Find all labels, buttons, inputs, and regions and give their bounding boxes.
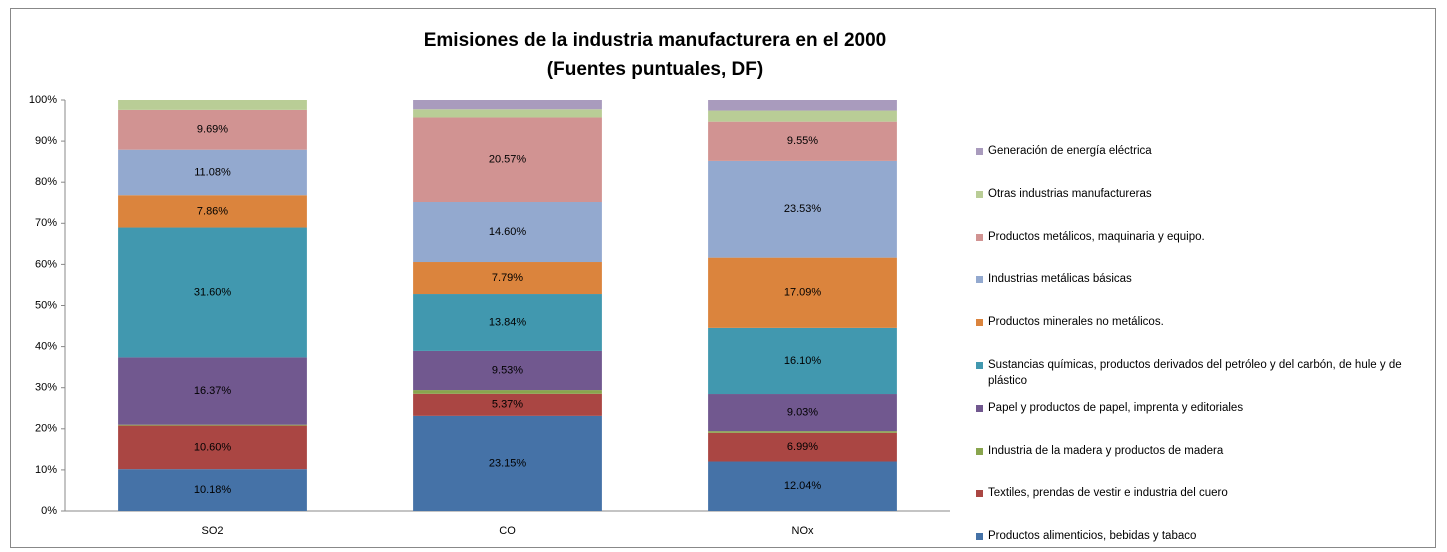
bar-segment xyxy=(413,117,602,203)
legend-label: Industrias metálicas básicas xyxy=(988,273,1132,286)
bar-segment xyxy=(708,394,897,432)
data-label: 31.60% xyxy=(194,286,232,298)
bar-segment xyxy=(118,424,307,426)
legend-swatch xyxy=(976,148,983,155)
data-label: 11.08% xyxy=(194,166,231,178)
y-tick-label: 90% xyxy=(35,135,57,147)
chart-title: Emisiones de la industria manufacturera … xyxy=(424,30,887,51)
data-label: 16.37% xyxy=(194,385,232,397)
legend-swatch xyxy=(976,404,983,412)
data-label: 7.79% xyxy=(492,272,523,284)
bar-segment xyxy=(118,469,307,511)
y-tick-label: 60% xyxy=(35,258,57,270)
y-tick-label: 80% xyxy=(35,176,57,188)
y-tick-label: 30% xyxy=(35,382,57,394)
y-tick-label: 100% xyxy=(29,94,57,106)
data-label: 9.53% xyxy=(492,364,523,376)
y-tick-label: 20% xyxy=(35,423,57,435)
data-label: 12.04% xyxy=(784,480,822,492)
data-label: 6.99% xyxy=(787,441,818,453)
data-label: 23.53% xyxy=(784,203,822,215)
bar-segment xyxy=(413,262,602,295)
legend-label: Otras industrias manufactureras xyxy=(988,187,1152,200)
y-tick-label: 40% xyxy=(35,341,57,353)
y-tick-label: 10% xyxy=(35,464,57,476)
legend-label: Textiles, prendas de vestir e industria … xyxy=(988,487,1228,500)
bar-segment xyxy=(708,110,897,122)
legend-swatch xyxy=(976,447,983,455)
data-label: 7.86% xyxy=(197,205,228,217)
legend-label: Productos alimenticios, bebidas y tabaco xyxy=(988,530,1197,543)
bar-segment xyxy=(118,109,307,150)
bar-segment xyxy=(413,109,602,118)
y-tick-label: 70% xyxy=(35,217,57,229)
legend-swatch xyxy=(976,233,983,241)
legend-label: Productos minerales no metálicos. xyxy=(988,316,1164,329)
bar-segment xyxy=(118,425,307,470)
data-label: 9.03% xyxy=(787,406,818,418)
x-tick-label: SO2 xyxy=(201,525,223,537)
bar-segment xyxy=(118,195,307,228)
bar-segment xyxy=(118,149,307,196)
bar-segment xyxy=(118,100,307,110)
bar-segment xyxy=(708,257,897,328)
bar-segment xyxy=(708,121,897,161)
data-label: 17.09% xyxy=(784,287,822,299)
bar-segment xyxy=(708,432,897,462)
bar-segment xyxy=(413,390,602,394)
legend-label: Papel y productos de papel, imprenta y e… xyxy=(988,401,1244,414)
legend-swatch xyxy=(976,319,983,327)
bar-segment xyxy=(118,357,307,425)
bar-segment xyxy=(708,431,897,433)
legend-label: Generación de energía eléctrica xyxy=(988,145,1152,157)
data-label: 20.57% xyxy=(489,154,527,166)
bar-segment xyxy=(413,393,602,416)
bar-segment xyxy=(413,415,602,511)
legend-label: Sustancias químicas, productos derivados… xyxy=(988,359,1402,387)
bar-segment xyxy=(413,100,602,110)
legend-swatch xyxy=(976,190,983,198)
data-label: 10.60% xyxy=(194,441,232,453)
legend-swatch xyxy=(976,490,983,498)
x-tick-label: CO xyxy=(499,525,516,537)
bar-segment xyxy=(413,294,602,351)
y-tick-label: 50% xyxy=(35,299,57,311)
data-label: 14.60% xyxy=(489,226,527,238)
bar-segment xyxy=(413,350,602,391)
data-label: 9.69% xyxy=(197,124,228,136)
data-label: 16.10% xyxy=(784,355,822,367)
bar-segment xyxy=(413,202,602,263)
legend-swatch xyxy=(976,276,983,284)
y-tick-label: 0% xyxy=(41,505,57,517)
x-tick-label: NOx xyxy=(792,525,815,537)
bar-segment xyxy=(708,100,897,111)
chart-subtitle: (Fuentes puntuales, DF) xyxy=(547,59,763,80)
legend-swatch xyxy=(976,533,983,541)
bar-segment xyxy=(708,327,897,395)
legend-label: Productos metálicos, maquinaria y equipo… xyxy=(988,230,1205,243)
legend-label: Industria de la madera y productos de ma… xyxy=(988,444,1224,457)
legend-swatch xyxy=(976,362,983,369)
data-label: 13.84% xyxy=(489,316,527,328)
bar-segment xyxy=(708,160,897,258)
bar-segment xyxy=(118,227,307,358)
data-label: 9.55% xyxy=(787,135,818,147)
data-label: 5.37% xyxy=(492,399,523,411)
bar-segment xyxy=(708,461,897,511)
data-label: 23.15% xyxy=(489,457,527,469)
data-label: 10.18% xyxy=(194,484,232,496)
